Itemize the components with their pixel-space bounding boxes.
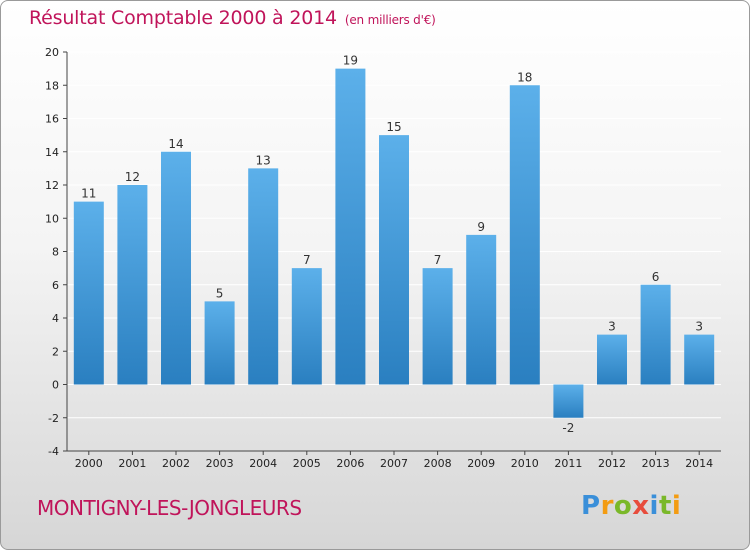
data-label: 15 — [386, 120, 401, 134]
bar-2014 — [684, 334, 715, 385]
x-tick-label: 2013 — [642, 457, 670, 470]
x-tick-label: 2000 — [75, 457, 103, 470]
x-tick-label: 2002 — [162, 457, 190, 470]
x-tick-label: 2003 — [206, 457, 234, 470]
y-tick-label: 8 — [52, 246, 59, 259]
x-tick-label: 2012 — [598, 457, 626, 470]
commune-name: MONTIGNY-LES-JONGLEURS — [37, 496, 302, 520]
bar-2004 — [248, 168, 279, 385]
bar-2006 — [335, 68, 366, 385]
logo-letter: x — [632, 491, 650, 521]
data-label: 9 — [477, 220, 485, 234]
data-label: 3 — [695, 320, 703, 334]
data-label: 18 — [517, 70, 532, 84]
logo-letter: t — [658, 491, 672, 521]
chart-unit: (en milliers d'€) — [344, 13, 436, 27]
logo-letter: i — [649, 491, 659, 521]
proxiti-logo: Proxiti — [581, 491, 681, 521]
y-tick-label: 12 — [45, 179, 59, 192]
data-label: 6 — [652, 270, 660, 284]
x-tick-label: 2009 — [467, 457, 495, 470]
logo-letter: P — [581, 491, 601, 521]
bar-2001 — [117, 185, 148, 385]
bar-2003 — [204, 301, 235, 385]
x-tick-label: 2010 — [511, 457, 539, 470]
data-label: 5 — [216, 286, 224, 300]
bar-2009 — [466, 234, 497, 385]
y-tick-label: 4 — [52, 312, 59, 325]
y-tick-label: 6 — [52, 279, 59, 292]
logo-letter: i — [671, 491, 682, 521]
logo-letter: r — [600, 491, 614, 521]
data-label: 3 — [608, 320, 616, 334]
x-tick-label: 2005 — [293, 457, 321, 470]
bar-2000 — [73, 201, 104, 385]
y-tick-label: 10 — [45, 212, 59, 225]
y-tick-label: 14 — [45, 146, 59, 159]
bar-2008 — [422, 268, 453, 385]
y-tick-label: 0 — [52, 379, 59, 392]
y-tick-label: -4 — [48, 445, 59, 458]
x-tick-label: 2006 — [336, 457, 364, 470]
chart-title: Résultat Comptable 2000 à 2014 (en millie… — [29, 7, 436, 29]
x-tick-label: 2014 — [685, 457, 713, 470]
data-label: 19 — [343, 54, 358, 68]
data-label: 7 — [303, 253, 311, 267]
logo-letter: o — [613, 491, 633, 521]
data-label: 12 — [125, 170, 140, 184]
bar-2005 — [291, 268, 322, 385]
data-label: -2 — [562, 421, 574, 435]
bar-2012 — [597, 334, 627, 385]
y-tick-label: 2 — [52, 345, 59, 358]
x-tick-label: 2001 — [118, 457, 146, 470]
data-label: 13 — [256, 153, 271, 167]
bar-2007 — [379, 135, 409, 385]
y-tick-label: -2 — [48, 412, 59, 425]
bar-2002 — [161, 151, 191, 385]
y-tick-label: 20 — [45, 46, 59, 59]
data-label: 7 — [434, 253, 442, 267]
bar-2013 — [640, 284, 671, 385]
x-tick-label: 2011 — [554, 457, 582, 470]
y-tick-label: 16 — [45, 113, 59, 126]
y-tick-label: 18 — [45, 79, 59, 92]
x-tick-label: 2008 — [424, 457, 452, 470]
bar-2010 — [509, 85, 540, 385]
x-tick-label: 2007 — [380, 457, 408, 470]
data-label: 14 — [168, 137, 183, 151]
x-tick-label: 2004 — [249, 457, 277, 470]
data-label: 11 — [81, 187, 96, 201]
bar-2011 — [553, 384, 584, 418]
